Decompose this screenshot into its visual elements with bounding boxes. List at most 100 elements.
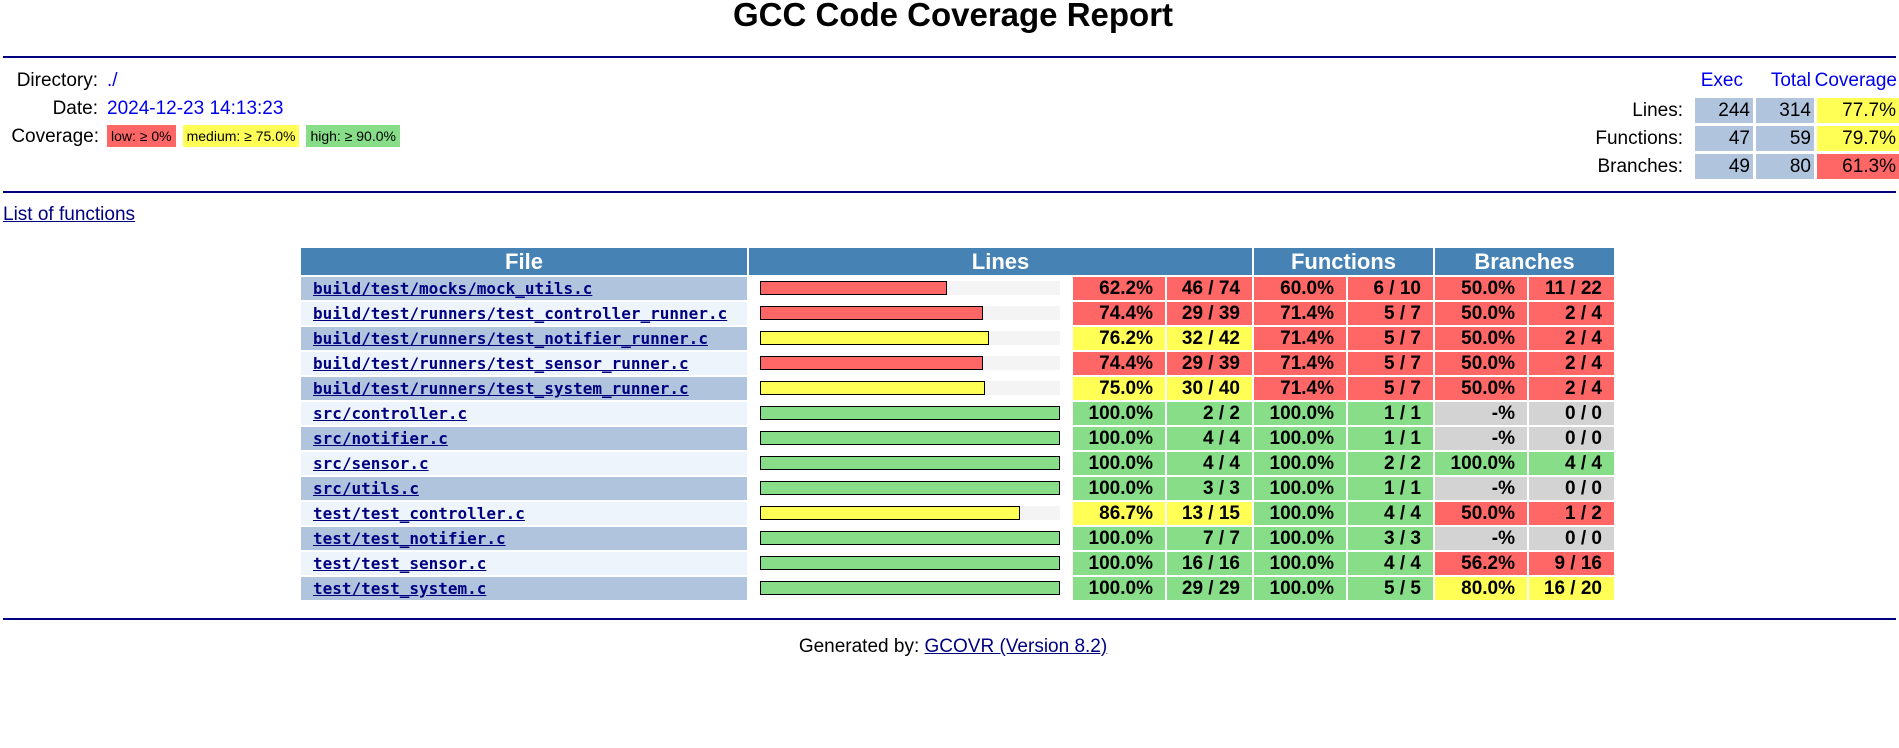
lines-fraction: 30 / 40 [1167, 377, 1252, 402]
coverage-bar-fill [760, 506, 1020, 520]
functions-percent: 71.4% [1254, 302, 1346, 327]
lines-fraction: 32 / 42 [1167, 327, 1252, 352]
file-link[interactable]: test/test_system.c [313, 579, 487, 598]
file-link[interactable]: build/test/runners/test_sensor_runner.c [313, 354, 689, 373]
file-cell: test/test_controller.c [301, 502, 747, 527]
branches-percent: 50.0% [1435, 277, 1527, 302]
file-link[interactable]: test/test_controller.c [313, 504, 525, 523]
directory-label: Directory: [16, 70, 98, 91]
file-link[interactable]: src/notifier.c [313, 429, 448, 448]
table-row: test/test_system.c 100.0% 29 / 29 100.0% 5 /… [301, 577, 1614, 602]
totals-summary: Exec Total Coverage Lines: 244 314 77.7% Fun… [1499, 70, 1899, 180]
coverage-bar-track [760, 356, 1060, 370]
coverage-bar-fill [760, 581, 1060, 595]
file-cell: test/test_sensor.c [301, 552, 747, 577]
lines-percent: 100.0% [1073, 427, 1165, 452]
coverage-bar-cell [749, 427, 1071, 452]
functions-fraction: 1 / 1 [1348, 477, 1433, 502]
lines-fraction: 13 / 15 [1167, 502, 1252, 527]
lines-percent: 100.0% [1073, 477, 1165, 502]
functions-fraction: 5 / 7 [1348, 377, 1433, 402]
lines-fraction: 46 / 74 [1167, 277, 1252, 302]
lines-fraction: 29 / 39 [1167, 302, 1252, 327]
branches-fraction: 2 / 4 [1529, 327, 1614, 352]
legend-high: high: ≥ 90.0% [306, 125, 400, 147]
coverage-bar-track [760, 431, 1060, 445]
coverage-bar-fill [760, 306, 983, 320]
file-link[interactable]: build/test/runners/test_system_runner.c [313, 379, 689, 398]
totals-total-value: 59 [1756, 126, 1814, 151]
table-row: src/notifier.c 100.0% 4 / 4 100.0% 1 / 1 -% 0 … [301, 427, 1614, 452]
coverage-bar-fill [760, 431, 1060, 445]
functions-percent: 100.0% [1254, 502, 1346, 527]
functions-fraction: 6 / 10 [1348, 277, 1433, 302]
totals-coverage-value: 79.7% [1817, 126, 1899, 151]
coverage-bar-track [760, 531, 1060, 545]
functions-fraction: 1 / 1 [1348, 402, 1433, 427]
coverage-bar-track [760, 556, 1060, 570]
totals-header-total: Total [1770, 70, 1811, 91]
functions-fraction: 4 / 4 [1348, 552, 1433, 577]
branches-percent: -% [1435, 477, 1527, 502]
branches-fraction: 2 / 4 [1529, 352, 1614, 377]
coverage-bar-fill [760, 481, 1060, 495]
coverage-bar-track [760, 331, 1060, 345]
file-cell: build/test/mocks/mock_utils.c [301, 277, 747, 302]
file-link[interactable]: test/test_sensor.c [313, 554, 487, 573]
functions-percent: 71.4% [1254, 352, 1346, 377]
coverage-bar-track [760, 306, 1060, 320]
branches-percent: 50.0% [1435, 502, 1527, 527]
file-link[interactable]: src/utils.c [313, 479, 419, 498]
lines-percent: 100.0% [1073, 527, 1165, 552]
functions-fraction: 5 / 7 [1348, 327, 1433, 352]
table-row: src/sensor.c 100.0% 4 / 4 100.0% 2 / 2 100.0%… [301, 452, 1614, 477]
totals-header-exec: Exec [1700, 70, 1743, 91]
table-header-row: File Lines Functions Branches [301, 248, 1614, 277]
coverage-bar-track [760, 481, 1060, 495]
coverage-bar-fill [760, 531, 1060, 545]
lines-fraction: 16 / 16 [1167, 552, 1252, 577]
file-cell: build/test/runners/test_notifier_runner.… [301, 327, 747, 352]
totals-exec-value: 244 [1695, 98, 1753, 123]
footer-prefix: Generated by: [798, 636, 925, 657]
lines-percent: 86.7% [1073, 502, 1165, 527]
coverage-bar-cell [749, 527, 1071, 552]
table-row: build/test/runners/test_controller_runne… [301, 302, 1614, 327]
coverage-bar-track [760, 581, 1060, 595]
file-link[interactable]: test/test_notifier.c [313, 529, 506, 548]
coverage-bar-fill [760, 281, 947, 295]
lines-percent: 62.2% [1073, 277, 1165, 302]
file-link[interactable]: src/sensor.c [313, 454, 429, 473]
branches-fraction: 0 / 0 [1529, 527, 1614, 552]
file-cell: build/test/runners/test_controller_runne… [301, 302, 747, 327]
file-link[interactable]: build/test/runners/test_notifier_runner.… [313, 329, 708, 348]
coverage-bar-track [760, 281, 1060, 295]
file-link[interactable]: build/test/mocks/mock_utils.c [313, 279, 593, 298]
coverage-bar-cell [749, 552, 1071, 577]
branches-fraction: 0 / 0 [1529, 427, 1614, 452]
coverage-bar-fill [760, 406, 1060, 420]
functions-fraction: 2 / 2 [1348, 452, 1433, 477]
lines-fraction: 3 / 3 [1167, 477, 1252, 502]
functions-percent: 71.4% [1254, 377, 1346, 402]
page-title: GCC Code Coverage Report [732, 0, 1174, 33]
totals-row-label: Branches: [1597, 156, 1683, 177]
list-of-functions-link[interactable]: List of functions [3, 204, 136, 225]
coverage-bar-cell [749, 477, 1071, 502]
totals-header-coverage: Coverage [1814, 70, 1897, 91]
coverage-bar-cell [749, 577, 1071, 602]
table-row: test/test_sensor.c 100.0% 16 / 16 100.0% 4 /… [301, 552, 1614, 577]
coverage-bar-fill [760, 556, 1060, 570]
functions-percent: 100.0% [1254, 402, 1346, 427]
lines-fraction: 7 / 7 [1167, 527, 1252, 552]
functions-percent: 100.0% [1254, 527, 1346, 552]
lines-percent: 76.2% [1073, 327, 1165, 352]
branches-fraction: 2 / 4 [1529, 302, 1614, 327]
functions-percent: 100.0% [1254, 427, 1346, 452]
file-link[interactable]: src/controller.c [313, 404, 468, 423]
lines-percent: 75.0% [1073, 377, 1165, 402]
gcovr-link[interactable]: GCOVR (Version 8.2) [924, 636, 1108, 657]
directory-value: ./ [107, 70, 118, 91]
branches-fraction: 9 / 16 [1529, 552, 1614, 577]
file-link[interactable]: build/test/runners/test_controller_runne… [313, 304, 728, 323]
